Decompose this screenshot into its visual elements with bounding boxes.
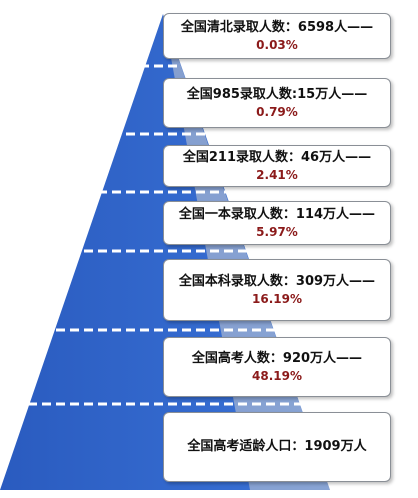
tier-box-undergraduate: 全国本科录取人数：309万人—— 16.19%	[163, 259, 391, 321]
tier-box-985: 全国985录取人数:15万人—— 0.79%	[163, 78, 391, 128]
tier-box-tsinghua-peking: 全国清北录取人数：6598人—— 0.03%	[163, 13, 391, 59]
tier-percent: 5.97%	[256, 225, 298, 239]
tier-box-211: 全国211录取人数：46万人—— 2.41%	[163, 145, 391, 187]
tier-label: 全国清北录取人数：6598人——	[180, 20, 374, 35]
tier-percent: 16.19%	[252, 292, 302, 306]
tier-label: 全国高考适龄人口：1909万人	[187, 439, 367, 454]
tier-box-first-tier: 全国一本录取人数：114万人—— 5.97%	[163, 201, 391, 245]
tier-label: 全国211录取人数：46万人——	[182, 150, 372, 165]
tier-box-age-population: 全国高考适龄人口：1909万人	[163, 412, 391, 482]
tier-percent: 0.79%	[256, 105, 298, 119]
tier-percent: 2.41%	[256, 168, 298, 182]
tier-label: 全国高考人数：920万人——	[191, 351, 363, 366]
tier-percent: 0.03%	[256, 38, 298, 52]
tier-label: 全国一本录取人数：114万人——	[178, 207, 376, 222]
tier-label: 全国985录取人数:15万人——	[186, 87, 368, 102]
tier-box-gaokao-takers: 全国高考人数：920万人—— 48.19%	[163, 337, 391, 397]
tier-percent: 48.19%	[252, 369, 302, 383]
tier-label: 全国本科录取人数：309万人——	[178, 274, 376, 289]
